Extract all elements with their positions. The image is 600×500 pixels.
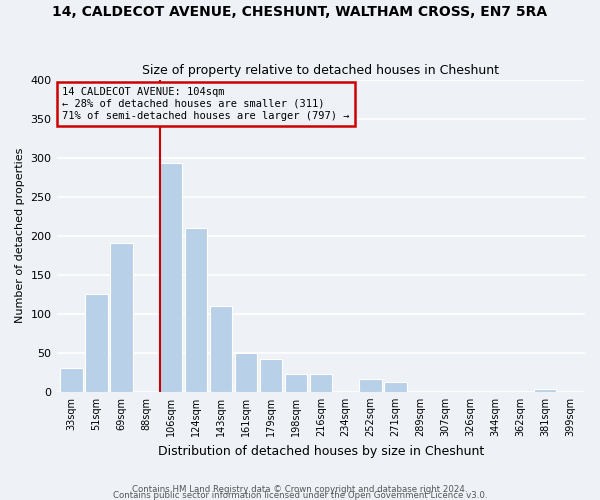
Bar (359, 380, 382, 392)
Bar (60, 368, 83, 392)
Bar (210, 306, 232, 392)
Bar (85, 294, 107, 392)
Bar (260, 359, 282, 392)
Text: 14 CALDECOT AVENUE: 104sqm
← 28% of detached houses are smaller (311)
71% of sem: 14 CALDECOT AVENUE: 104sqm ← 28% of deta… (62, 88, 349, 120)
Bar (160, 163, 182, 392)
Title: Size of property relative to detached houses in Cheshunt: Size of property relative to detached ho… (142, 64, 499, 77)
Bar (284, 374, 307, 392)
Bar (185, 228, 208, 392)
Text: 14, CALDECOT AVENUE, CHESHUNT, WALTHAM CROSS, EN7 5RA: 14, CALDECOT AVENUE, CHESHUNT, WALTHAM C… (52, 5, 548, 19)
Y-axis label: Number of detached properties: Number of detached properties (15, 148, 25, 324)
Bar (385, 382, 407, 392)
Text: Contains HM Land Registry data © Crown copyright and database right 2024.: Contains HM Land Registry data © Crown c… (132, 484, 468, 494)
Text: Contains public sector information licensed under the Open Government Licence v3: Contains public sector information licen… (113, 490, 487, 500)
Bar (534, 390, 556, 392)
Bar (310, 374, 332, 392)
Bar (235, 353, 257, 392)
X-axis label: Distribution of detached houses by size in Cheshunt: Distribution of detached houses by size … (158, 444, 484, 458)
Bar (110, 244, 133, 392)
